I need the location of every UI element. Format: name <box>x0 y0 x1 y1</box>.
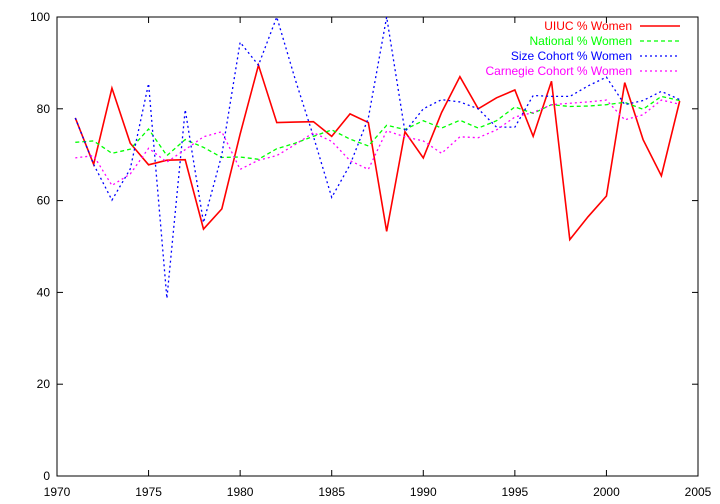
x-tick-label: 1975 <box>135 485 162 499</box>
legend-label-0: UIUC % Women <box>544 19 632 33</box>
y-tick-label: 0 <box>43 469 50 483</box>
y-tick-label: 60 <box>37 194 51 208</box>
series-line-2 <box>74 14 680 299</box>
x-tick-label: 2000 <box>593 485 620 499</box>
plot-frame <box>56 16 699 477</box>
axis-ticks <box>56 16 699 477</box>
series-line-1 <box>75 95 680 160</box>
y-tick-label: 20 <box>37 377 51 391</box>
legend-label-1: National % Women <box>530 34 633 48</box>
y-tick-label: 80 <box>37 102 51 116</box>
y-tick-labels: 0 20 40 60 80 100 <box>30 10 50 483</box>
legend-label-3: Carnegie Cohort % Women <box>485 64 632 78</box>
x-tick-labels: 1970 1975 1980 1985 1990 1995 2000 2005 <box>44 485 712 499</box>
series-line-0 <box>74 62 681 242</box>
x-tick-label: 2005 <box>685 485 712 499</box>
series-lines <box>74 14 681 299</box>
x-tick-label: 1980 <box>227 485 254 499</box>
series-line-3 <box>75 99 680 187</box>
legend-label-2: Size Cohort % Women <box>511 49 632 63</box>
y-tick-label: 100 <box>30 10 50 24</box>
x-tick-label: 1970 <box>44 485 71 499</box>
y-tick-label: 40 <box>37 285 51 299</box>
x-tick-label: 1990 <box>410 485 437 499</box>
x-tick-label: 1985 <box>318 485 345 499</box>
x-tick-label: 1995 <box>502 485 529 499</box>
